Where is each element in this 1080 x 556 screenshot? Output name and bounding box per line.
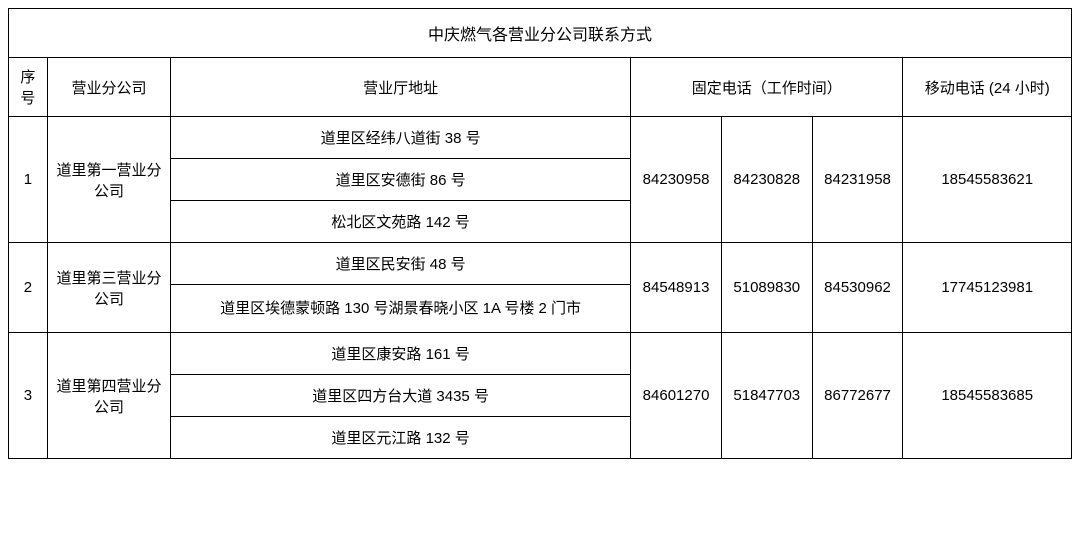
header-row: 序号 营业分公司 营业厅地址 固定电话（工作时间） 移动电话 (24 小时) [9, 58, 1072, 117]
address-cell: 道里区安德街 86 号 [171, 159, 631, 201]
branch-cell: 道里第四营业分公司 [47, 333, 170, 459]
table-row: 3 道里第四营业分公司 道里区康安路 161 号 84601270 518477… [9, 333, 1072, 375]
table-row: 2 道里第三营业分公司 道里区民安街 48 号 84548913 5108983… [9, 243, 1072, 285]
contact-table: 中庆燃气各营业分公司联系方式 序号 营业分公司 营业厅地址 固定电话（工作时间）… [8, 8, 1072, 459]
address-cell: 道里区埃德蒙顿路 130 号湖景春晓小区 1A 号楼 2 门市 [171, 285, 631, 333]
address-cell: 道里区民安街 48 号 [171, 243, 631, 285]
mobile-cell: 18545583685 [903, 333, 1072, 459]
landline-cell: 84230828 [721, 117, 812, 243]
landline-cell: 51847703 [721, 333, 812, 459]
address-cell: 道里区元江路 132 号 [171, 417, 631, 459]
branch-cell: 道里第三营业分公司 [47, 243, 170, 333]
header-mobile: 移动电话 (24 小时) [903, 58, 1072, 117]
title-row: 中庆燃气各营业分公司联系方式 [9, 9, 1072, 58]
table-row: 1 道里第一营业分公司 道里区经纬八道街 38 号 84230958 84230… [9, 117, 1072, 159]
address-cell: 道里区经纬八道街 38 号 [171, 117, 631, 159]
address-cell: 道里区四方台大道 3435 号 [171, 375, 631, 417]
address-cell: 松北区文苑路 142 号 [171, 201, 631, 243]
address-cell: 道里区康安路 161 号 [171, 333, 631, 375]
landline-cell: 84530962 [812, 243, 903, 333]
mobile-cell: 17745123981 [903, 243, 1072, 333]
branch-cell: 道里第一营业分公司 [47, 117, 170, 243]
mobile-cell: 18545583621 [903, 117, 1072, 243]
seq-cell: 2 [9, 243, 48, 333]
landline-cell: 51089830 [721, 243, 812, 333]
landline-cell: 84601270 [631, 333, 722, 459]
seq-cell: 3 [9, 333, 48, 459]
header-address: 营业厅地址 [171, 58, 631, 117]
landline-cell: 84230958 [631, 117, 722, 243]
header-branch: 营业分公司 [47, 58, 170, 117]
landline-cell: 84231958 [812, 117, 903, 243]
header-landline: 固定电话（工作时间） [631, 58, 903, 117]
seq-cell: 1 [9, 117, 48, 243]
landline-cell: 84548913 [631, 243, 722, 333]
header-seq: 序号 [9, 58, 48, 117]
table-title: 中庆燃气各营业分公司联系方式 [9, 9, 1072, 58]
landline-cell: 86772677 [812, 333, 903, 459]
